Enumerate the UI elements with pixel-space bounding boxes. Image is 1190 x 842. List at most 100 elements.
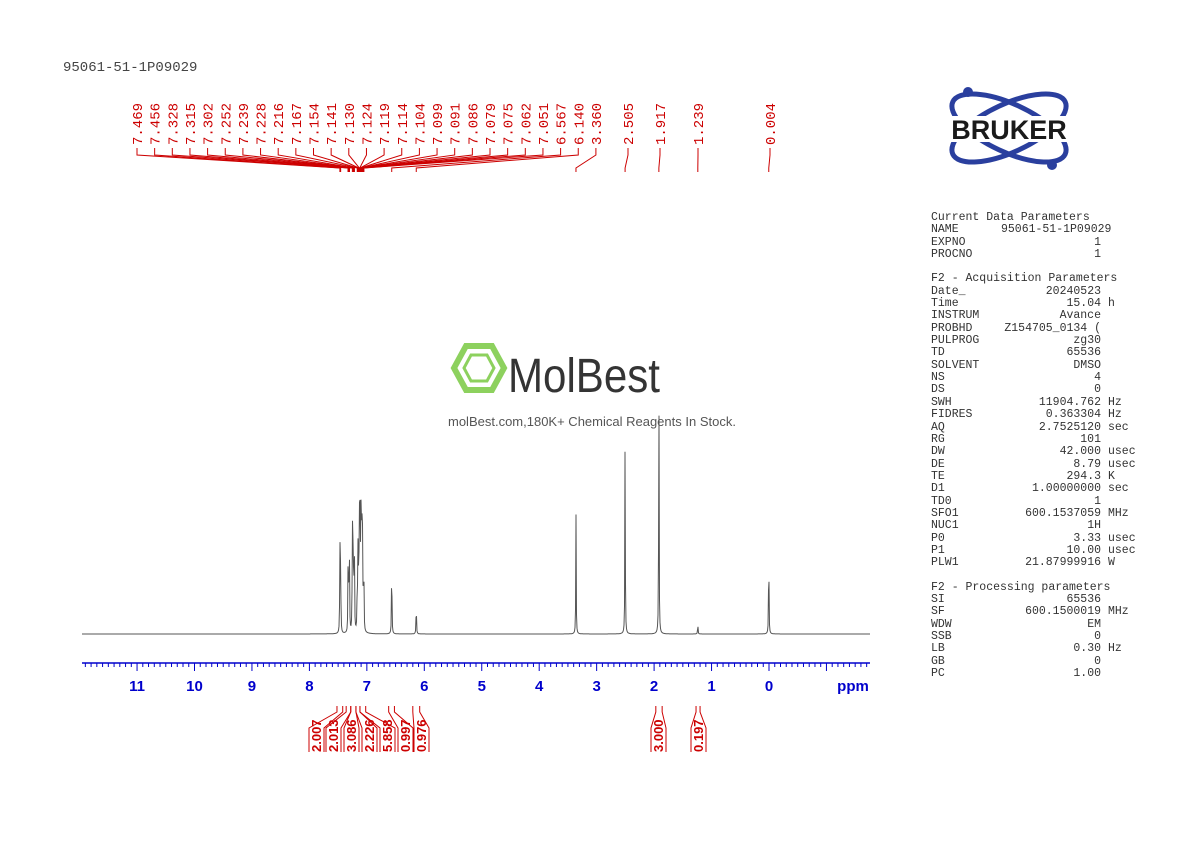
parameter-unit	[1101, 347, 1108, 359]
parameter-unit	[1101, 619, 1108, 631]
peak-label-leader	[224, 148, 353, 172]
parameter-value: 1	[1094, 235, 1101, 249]
parameter-name: LB	[931, 642, 945, 656]
peak-label: 7.079	[484, 103, 500, 145]
peak-label-leader	[624, 148, 629, 172]
parameter-name: SOLVENT	[931, 358, 980, 372]
integral-label: 0.197	[691, 719, 706, 752]
parameter-unit: usec	[1108, 457, 1136, 471]
parameter-name: SFO1	[931, 506, 959, 520]
peak-label-leader	[313, 148, 359, 172]
peak-label-leader	[359, 148, 403, 172]
parameter-row: DE 8.79 usec	[931, 457, 1136, 471]
parameter-value: zg30	[1073, 334, 1101, 348]
svg-text:MolBest: MolBest	[508, 350, 660, 400]
peak-label: 7.086	[466, 103, 482, 145]
parameter-value: 21.87999916	[1025, 556, 1101, 570]
parameter-unit	[1101, 384, 1108, 396]
integral-label: 2.007	[309, 719, 324, 752]
parameter-name: PULPROG	[931, 334, 980, 348]
peak-label: 7.104	[413, 103, 429, 145]
parameter-value: 95061-51-1P09029	[1001, 223, 1112, 237]
parameter-name: FIDRES	[931, 408, 973, 422]
parameter-name: EXPNO	[931, 235, 966, 249]
parameter-unit: W	[1108, 556, 1115, 570]
peak-label: 7.130	[343, 103, 359, 145]
parameter-unit	[1101, 310, 1108, 322]
peak-label: 7.114	[396, 103, 412, 145]
parameter-value: 3.33	[1073, 531, 1101, 545]
parameter-row: Date_ 20240523	[931, 284, 1136, 298]
integral-bracket	[412, 706, 430, 752]
parameter-row: AQ 2.7525120 sec	[931, 420, 1136, 434]
integral-label: 2.013	[326, 719, 341, 752]
spectrum-title: 95061-51-1P09029	[63, 60, 198, 76]
parameter-section: F2 - Acquisition Parameters Date_ 20240523…	[931, 273, 1136, 570]
peak-label: 7.062	[519, 103, 535, 145]
parameter-row: SSB 0	[931, 630, 1136, 643]
parameter-row: DS 0	[931, 383, 1136, 397]
x-tick-label: 6	[420, 678, 428, 695]
parameter-section: Current Data Parameters NAME 95061-51-1P09…	[931, 211, 1136, 262]
x-tick-label: 9	[248, 678, 256, 695]
peak-label-leader	[391, 148, 562, 172]
parameter-name: DW	[931, 445, 945, 459]
parameter-name: NS	[931, 371, 945, 385]
peak-label-leader	[575, 148, 597, 172]
parameter-name: SF	[931, 605, 945, 619]
peak-label-leader	[362, 148, 509, 172]
parameter-name: PROBHD	[931, 321, 973, 335]
parameter-unit	[1101, 594, 1108, 606]
parameter-row: PC 1.00	[931, 667, 1136, 680]
parameter-value: EM	[1087, 617, 1101, 631]
parameter-name: AQ	[931, 420, 945, 434]
peak-label: 7.167	[290, 103, 306, 145]
parameter-row: TE 294.3 K	[931, 470, 1136, 483]
x-tick-label: 10	[186, 678, 203, 695]
parameter-row: EXPNO 1	[931, 235, 1136, 249]
parameter-unit: h	[1108, 297, 1115, 311]
parameter-unit	[1101, 656, 1108, 668]
parameter-name: DE	[931, 457, 945, 471]
peak-label-leader	[136, 148, 341, 172]
watermark-subtitle: molBest.com,180K+ Chemical Reagents In S…	[448, 414, 736, 429]
parameter-value: 11904.762	[1038, 395, 1101, 409]
parameter-row: PROCNO 1	[931, 248, 1136, 262]
parameter-row: DW 42.000 usec	[931, 445, 1136, 459]
parameter-unit	[1101, 224, 1108, 236]
parameter-value: Z154705_0134 (	[1004, 321, 1101, 335]
parameter-unit	[1101, 631, 1108, 643]
parameter-unit: Hz	[1108, 408, 1122, 422]
parameter-name: TD	[931, 346, 945, 360]
parameter-name: INSTRUM	[931, 309, 980, 323]
parameter-unit	[1101, 496, 1108, 508]
parameter-value: 0	[1094, 654, 1101, 668]
parameters-panel: Current Data Parameters NAME 95061-51-1P09…	[931, 211, 1136, 692]
parameter-unit: sec	[1108, 482, 1129, 496]
parameter-value: 1	[1094, 494, 1101, 508]
parameter-name: DS	[931, 383, 945, 397]
parameter-value: 65536	[1066, 592, 1101, 606]
parameter-row: WDW EM	[931, 617, 1136, 631]
peak-label: 7.302	[202, 103, 218, 145]
parameter-row: INSTRUM Avance	[931, 309, 1136, 323]
parameter-row: NS 4	[931, 371, 1136, 385]
peak-label-leader	[362, 148, 526, 172]
x-tick-label: 7	[363, 678, 371, 695]
parameter-row: P0 3.33 usec	[931, 531, 1136, 545]
parameter-name: PROCNO	[931, 248, 973, 262]
peak-label-leader	[207, 148, 350, 172]
parameter-name: Date_	[931, 284, 966, 298]
peak-label: 7.119	[378, 103, 394, 145]
integral-bracket	[650, 706, 667, 752]
parameter-unit	[1101, 360, 1108, 372]
parameter-unit: Hz	[1108, 395, 1122, 409]
parameter-section-header: Current Data Parameters	[931, 211, 1090, 224]
integral-bracket	[359, 706, 396, 752]
parameter-name: SI	[931, 592, 945, 606]
parameter-row: Time 15.04 h	[931, 297, 1136, 311]
peak-label: 7.141	[325, 103, 341, 145]
peak-label: 1.239	[692, 103, 708, 145]
parameter-name: Time	[931, 297, 959, 311]
peak-label: 7.456	[149, 103, 165, 145]
